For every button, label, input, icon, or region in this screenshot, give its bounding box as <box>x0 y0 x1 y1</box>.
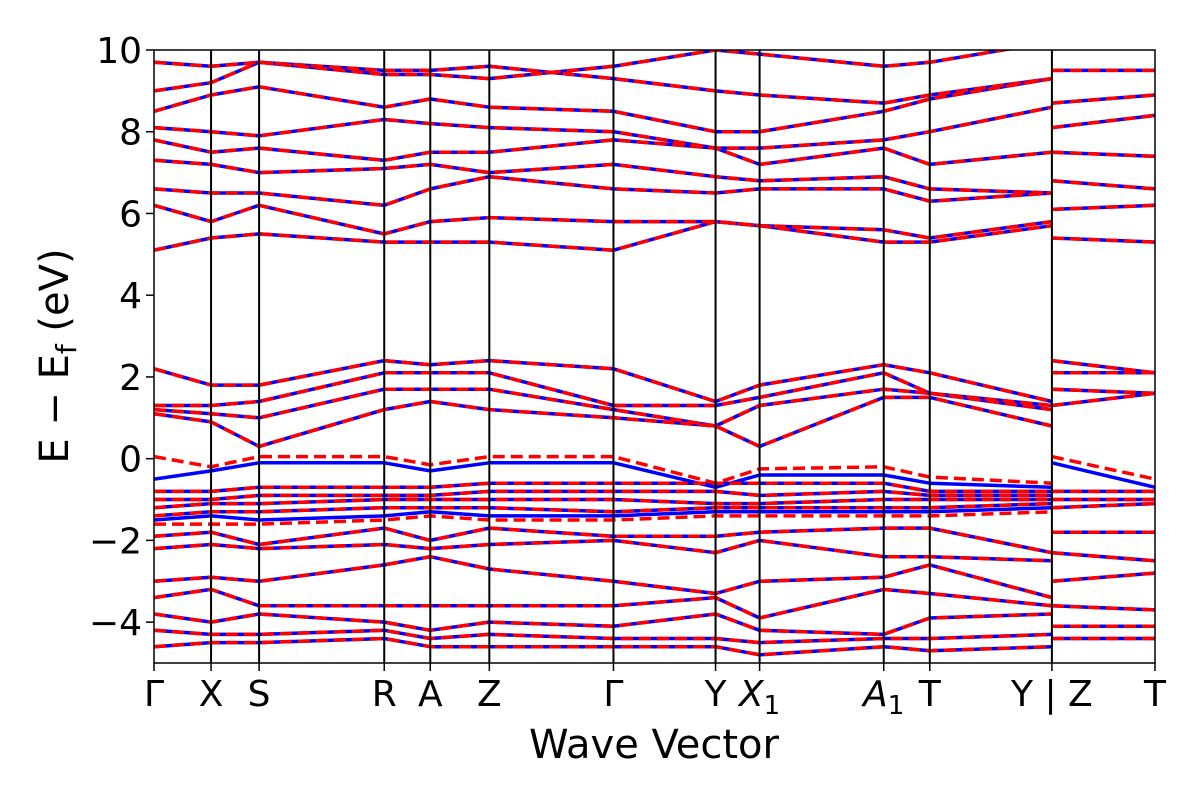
band-line-blue <box>154 50 1014 81</box>
band-line-red <box>154 105 1053 150</box>
x-tick-label: T <box>1143 674 1167 715</box>
band-line-red <box>154 395 1053 449</box>
y-tick-label: 10 <box>96 31 142 72</box>
band-line-blue <box>1051 604 1155 612</box>
y-axis-label-unit: (eV) <box>32 248 78 344</box>
band-line-red <box>154 158 1052 195</box>
x-tick-label: R <box>372 674 397 715</box>
band-line-red <box>154 60 1053 105</box>
band-line-red <box>154 497 1052 510</box>
y-axis-label-main: E − E <box>32 354 78 464</box>
x-tick-label-main: Γ <box>144 674 164 715</box>
x-tick-label: S <box>248 674 271 715</box>
band-line-blue <box>1051 203 1155 212</box>
x-tick-label-main: S <box>248 674 271 715</box>
band-line-red <box>154 203 1053 240</box>
band-line-blue <box>1051 179 1155 191</box>
band-line-red <box>154 628 1052 645</box>
x-tick-label-main: Y | Z <box>1010 674 1093 715</box>
band-line-red <box>154 526 1053 555</box>
x-tick-label-main: A <box>418 674 443 715</box>
band-line-blue <box>1051 387 1155 396</box>
y-tick-label: −2 <box>89 521 142 562</box>
x-tick-label: X1 <box>737 674 780 721</box>
x-tick-label: Z <box>477 674 502 715</box>
x-tick-label-main: A <box>861 674 888 715</box>
band-line-red <box>154 489 1052 502</box>
x-tick-label-main: Z <box>477 674 502 715</box>
x-tick-label-main: Y <box>704 674 728 715</box>
band-line-red <box>154 454 1052 485</box>
band-line-blue <box>1051 358 1155 375</box>
y-tick-label: 4 <box>119 276 142 317</box>
band-line-blue <box>154 395 1053 449</box>
x-tick-label: Y | Z <box>1010 674 1093 715</box>
band-line-red <box>154 371 1053 408</box>
band-line-red <box>154 554 1053 600</box>
x-tick-label: Γ <box>144 674 164 715</box>
band-line-red <box>154 138 1053 167</box>
band-line-blue <box>1051 150 1155 159</box>
plot-frame <box>153 49 1156 664</box>
band-line-red <box>154 174 1053 208</box>
y-tick-label: −4 <box>89 603 142 644</box>
x-tick-label: A1 <box>861 674 904 721</box>
x-tick-label: Γ <box>603 674 623 715</box>
band-line-red <box>154 358 1053 404</box>
x-tick-label: T <box>918 674 942 715</box>
y-tick-label: 0 <box>119 440 142 481</box>
y-axis-label-sub: f <box>50 343 83 354</box>
y-tick-label: 2 <box>119 358 142 399</box>
band-line-red <box>154 636 1052 657</box>
band-line-red <box>154 76 1053 134</box>
band-line-red <box>154 510 1052 526</box>
x-axis-label: Wave Vector <box>529 722 780 768</box>
band-line-blue <box>1051 461 1155 490</box>
band-line-blue <box>154 461 1052 490</box>
band-line-red <box>154 538 1052 563</box>
x-tick-label: X <box>199 674 224 715</box>
band-line-red <box>154 587 1053 620</box>
band-line-blue <box>1051 391 1155 408</box>
y-axis-label: E − Ef (eV) <box>32 248 83 463</box>
x-tick-label-main: T <box>918 674 942 715</box>
x-tick-label: A <box>418 674 443 715</box>
x-tick-label-sub: 1 <box>888 691 905 721</box>
band-line-blue <box>154 174 1053 208</box>
kpoint-lines <box>210 50 1053 663</box>
y-tick-label: 6 <box>119 194 142 235</box>
x-tick-label-main: Γ <box>603 674 623 715</box>
band-line-blue <box>1051 571 1155 584</box>
band-line-red <box>154 219 1053 252</box>
x-tick-label: Y <box>704 674 728 715</box>
bands-layer <box>154 50 1155 657</box>
band-line-blue <box>154 76 1053 134</box>
y-ticks: −4 −2 0 2 4 6 8 10 <box>89 31 154 644</box>
band-line-blue <box>1051 93 1155 105</box>
band-line-blue <box>1051 236 1155 244</box>
band-line-red <box>154 501 1052 518</box>
x-tick-label-main: R <box>372 674 397 715</box>
band-line-red <box>154 612 1052 637</box>
band-line-red <box>154 481 1052 494</box>
band-line-blue <box>1051 113 1155 130</box>
band-line-blue <box>154 505 1052 522</box>
x-tick-label-main: X <box>737 674 765 715</box>
y-tick-label: 8 <box>119 113 142 154</box>
x-tick-label-sub: 1 <box>764 691 781 721</box>
x-tick-label-main: X <box>199 674 224 715</box>
band-line-red <box>154 50 1014 81</box>
band-line-red <box>154 387 1053 428</box>
band-line-blue <box>1051 501 1155 510</box>
band-line-blue <box>1051 550 1155 563</box>
x-tick-label-main: T <box>1143 674 1167 715</box>
